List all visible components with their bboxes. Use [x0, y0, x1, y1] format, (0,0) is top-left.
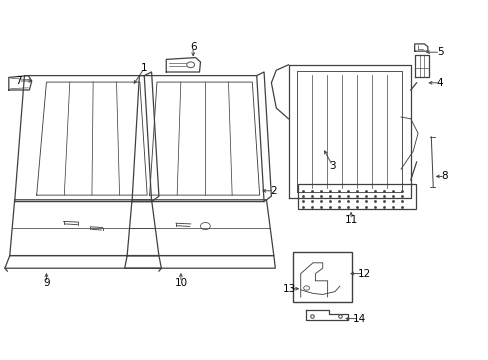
Bar	[298, 184, 415, 209]
Text: 1: 1	[141, 63, 147, 73]
Text: 12: 12	[357, 269, 370, 279]
Text: 5: 5	[436, 47, 443, 57]
Text: 10: 10	[174, 278, 187, 288]
Bar	[293, 252, 351, 302]
Text: 14: 14	[352, 314, 366, 324]
Text: 2: 2	[270, 186, 277, 196]
Text: 9: 9	[43, 278, 50, 288]
Text: 7: 7	[15, 76, 22, 86]
Text: 4: 4	[436, 78, 443, 88]
Text: 13: 13	[282, 284, 296, 294]
Text: 6: 6	[189, 42, 196, 52]
Text: 8: 8	[441, 171, 447, 181]
Text: 3: 3	[328, 161, 335, 171]
Text: 11: 11	[344, 215, 357, 225]
